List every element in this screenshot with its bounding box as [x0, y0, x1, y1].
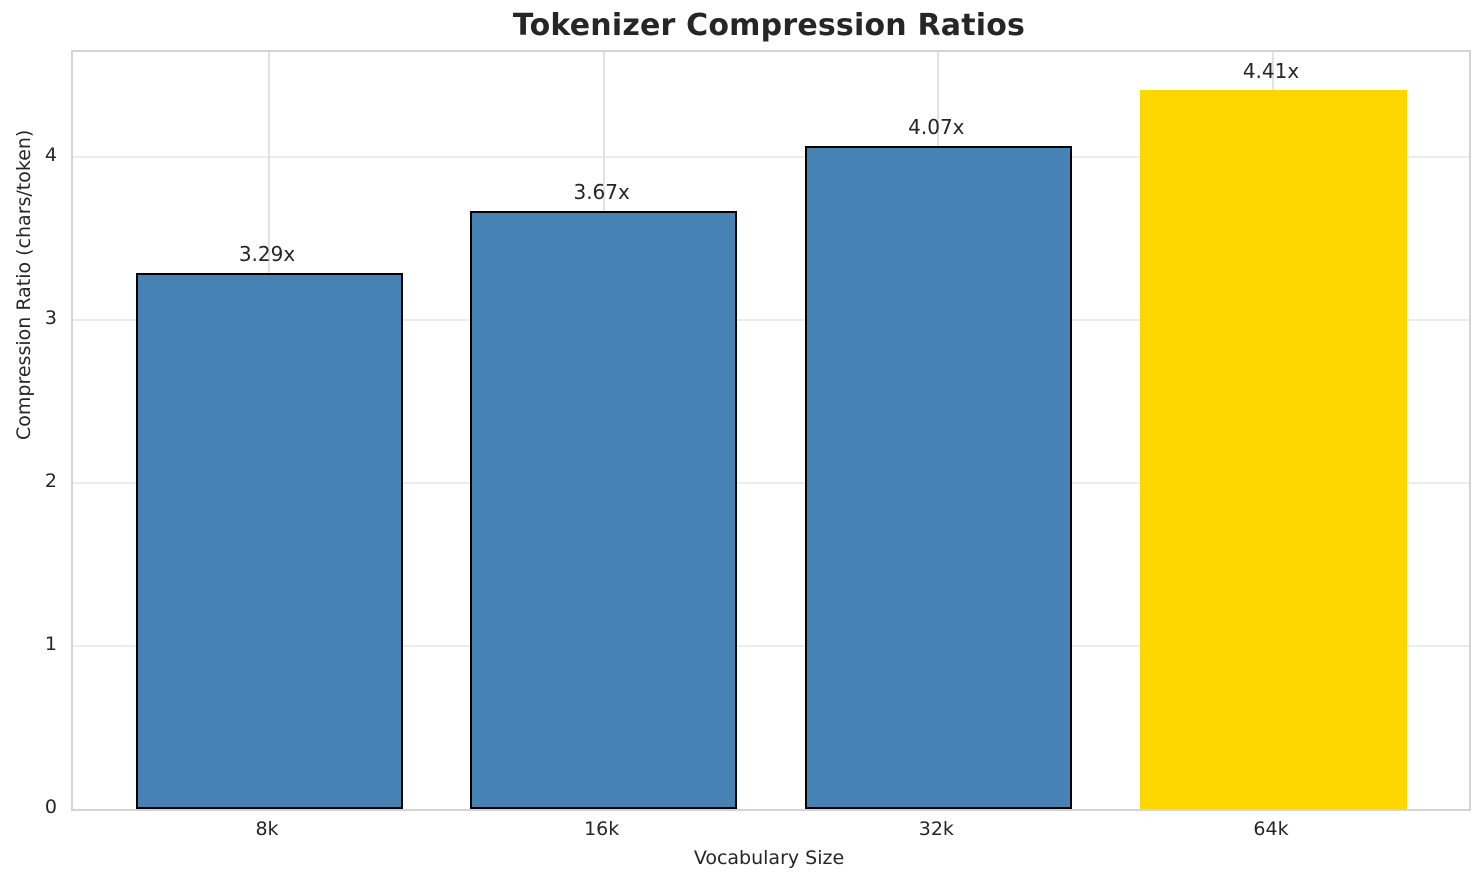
bar-8k: [135, 272, 403, 809]
x-tick-label-16k: 16k: [584, 818, 620, 840]
y-tick-label-1: 1: [44, 633, 57, 656]
x-tick-label-8k: 8k: [255, 818, 279, 840]
y-tick-label-4: 4: [44, 144, 57, 167]
bar-16k: [470, 210, 738, 809]
x-tick-label-64k: 64k: [1253, 818, 1289, 840]
x-axis-label: Vocabulary Size: [693, 847, 845, 869]
y-axis-label: Compression Ratio (chars/token): [13, 129, 35, 440]
bar-value-label-8k: 3.29x: [238, 241, 296, 266]
bar-64k: [1139, 90, 1407, 809]
bar-value-label-16k: 3.67x: [573, 179, 630, 204]
h-gridline-2: [73, 482, 1469, 485]
y-tick-label-2: 2: [44, 470, 57, 493]
bar-value-label-64k: 4.41x: [1242, 59, 1300, 84]
y-tick-label-0: 0: [44, 796, 57, 818]
h-gridline-3: [73, 319, 1469, 322]
h-gridline-4: [73, 156, 1469, 159]
plot-area: [71, 50, 1471, 811]
chart-title: Tokenizer Compression Ratios: [512, 8, 1026, 43]
h-gridline-1: [73, 645, 1469, 648]
bar-value-label-32k: 4.07x: [908, 114, 965, 139]
x-tick-label-32k: 32k: [918, 818, 954, 840]
bar-32k: [804, 145, 1072, 809]
y-tick-label-3: 3: [44, 307, 57, 330]
